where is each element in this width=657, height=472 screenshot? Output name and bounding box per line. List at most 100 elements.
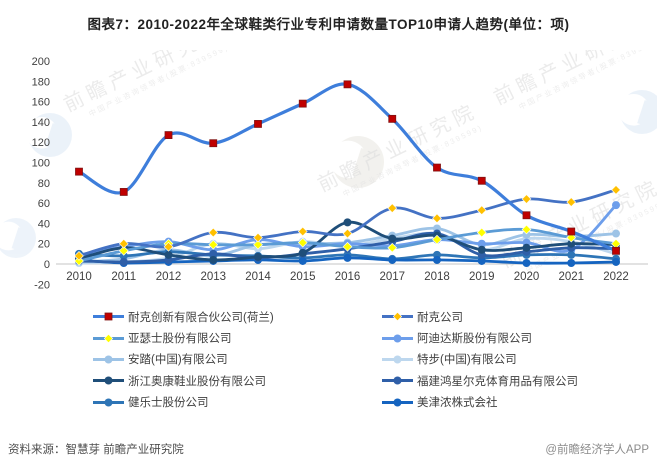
data-point-marker [297,237,308,248]
legend-label: 福建鸿星尔克体育用品有限公司 [417,375,578,388]
x-axis-tick-label: 2019 [469,271,495,283]
data-point-marker [74,256,84,266]
legend-label: 健乐士股份公司 [128,397,209,410]
legend-item: 安踏(中国)有限公司 [92,349,274,370]
chart-title: 图表7：2010-2022年全球鞋类行业专利申请数量TOP10申请人趋势(单位：… [87,17,570,32]
legend-label: 耐克创新有限合伙公司(荷兰) [128,311,274,324]
chart-legend-left: 耐克创新有限合伙公司(荷兰) 亚瑟士股份有限公司安踏(中国)有限公司浙江奥康鞋业股… [92,306,274,413]
data-point-marker [343,253,352,262]
y-axis-tick-label: 100 [32,158,50,170]
data-point-marker [612,257,620,266]
data-point-marker [164,131,173,139]
legend-label: 浙江奥康鞋业股份有限公司 [128,375,266,388]
data-point-marker [164,250,173,259]
data-point-marker [119,251,128,260]
data-point-marker [432,234,442,245]
data-point-marker [253,232,263,243]
data-point-marker [566,197,577,207]
data-point-marker [119,257,128,266]
data-point-marker [342,241,353,252]
y-axis-tick-label: 160 [32,97,50,109]
legend-label: 耐克公司 [417,311,463,324]
data-point-marker [388,234,397,243]
svg-text:前瞻产业研究院: 前瞻产业研究院 [497,175,657,272]
data-point-marker [343,218,352,227]
x-axis-tick-label: 2018 [424,271,450,283]
data-point-marker [521,224,532,235]
legend-item: 美津浓株式会社 [381,392,578,413]
data-point-marker [387,242,398,253]
legend-marker-circle-icon [93,376,124,385]
footer: 资料来源：智慧芽 前瞻产业研究院 @前瞻经济学人APP [8,441,649,457]
source-note: 资料来源：智慧芽 前瞻产业研究院 [8,444,184,456]
data-point-marker [432,213,442,224]
data-point-marker [522,230,531,239]
data-point-marker [567,239,576,248]
data-point-marker [522,258,531,267]
legend-marker-diamond-icon [93,333,124,343]
legend-item: 特步(中国)有限公司 [381,349,578,370]
data-point-marker [612,229,620,238]
watermark-logo-icon [329,136,384,188]
data-point-marker [253,239,263,250]
data-point-marker [388,255,397,264]
y-axis-tick-label: 120 [32,137,50,149]
data-point-marker [611,185,621,195]
legend-marker-circle-icon [93,398,124,407]
watermark-logo-icon [617,90,657,134]
data-point-marker [567,227,576,236]
legend-marker-circle-icon [93,355,124,364]
legend-item: 福建鸿星尔克体育用品有限公司 [381,370,578,391]
y-axis-tick-label: 140 [32,117,50,129]
data-point-marker [477,256,486,265]
data-point-marker [208,227,219,238]
legend-label: 特步(中国)有限公司 [417,354,517,367]
data-point-marker [209,255,218,264]
legend-marker-square-icon [93,312,124,321]
data-point-marker [388,114,397,123]
data-point-marker [75,167,83,176]
y-axis-tick-label: 180 [32,76,50,88]
data-point-marker [298,256,307,265]
legend-item: 健乐士股份公司 [92,392,274,413]
y-axis-tick-label: 80 [38,178,50,190]
x-axis-tick-label: 2014 [245,271,271,283]
watermark-logo-icon [0,218,36,258]
data-point-marker [254,120,262,128]
data-point-marker [567,258,576,267]
data-point-marker [74,250,84,261]
data-point-marker [297,226,308,237]
data-point-marker [254,252,262,261]
data-point-marker [476,227,487,238]
legend-item: 浙江奥康鞋业股份有限公司 [92,370,274,391]
watermark-logo-icon [25,113,72,157]
chart-legend-right: 耐克公司阿迪达斯股份有限公司特步(中国)有限公司福建鸿星尔克体育用品有限公司美津… [381,306,578,413]
data-point-marker [521,194,532,204]
y-axis-tick-label: -20 [34,279,50,291]
legend-marker-circle-icon [382,376,413,385]
legend-label: 亚瑟士股份有限公司 [128,333,232,346]
x-axis-tick-label: 2020 [514,271,540,283]
data-point-marker [342,228,353,239]
data-point-marker [298,248,307,257]
data-point-marker [567,250,576,259]
data-point-marker [208,239,219,250]
x-axis-tick-label: 2017 [379,271,405,283]
data-point-marker [612,201,620,210]
credit-note: @前瞻经济学人APP [545,444,649,456]
y-axis-tick-label: 40 [38,218,50,230]
data-point-marker [433,255,441,264]
legend-item: 阿迪达斯股份有限公司 [381,327,578,348]
series-line-group [74,185,621,261]
legend-marker-diamond-icon [382,312,413,322]
legend-marker-circle-icon [382,398,413,407]
data-point-marker [433,163,441,172]
legend-marker-circle-icon [382,355,413,364]
y-axis-tick-label: 60 [38,198,50,210]
data-point-marker [477,245,486,254]
y-axis-tick-label: 0 [44,259,50,271]
legend-item: 耐克创新有限合伙公司(荷兰) [92,306,274,327]
